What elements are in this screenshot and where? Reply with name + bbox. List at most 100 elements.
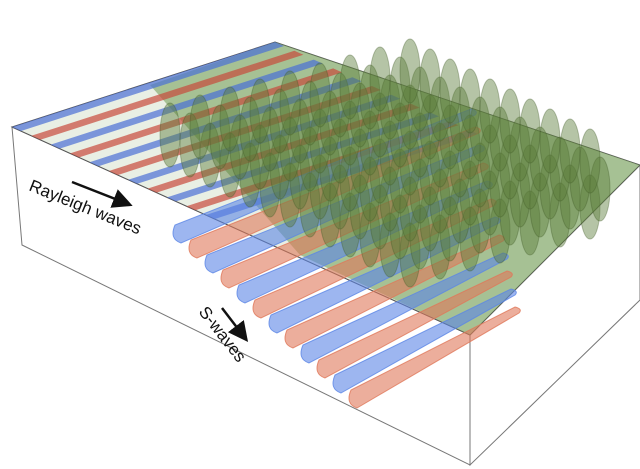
- tree: [519, 190, 541, 256]
- tree: [389, 194, 411, 260]
- s-wave-blob: [332, 288, 517, 394]
- tree: [529, 172, 551, 238]
- tree: [459, 114, 481, 180]
- tree: [509, 116, 531, 182]
- tree: [509, 162, 531, 228]
- tree: [449, 86, 471, 152]
- tree: [589, 156, 611, 222]
- waves: [12, 42, 521, 409]
- tree: [289, 144, 311, 210]
- tree: [259, 152, 281, 218]
- tree: [419, 48, 441, 114]
- tree: [329, 118, 351, 184]
- rayleigh-stripe: [147, 103, 420, 193]
- tree: [359, 202, 381, 268]
- tree: [269, 88, 291, 154]
- tree: [519, 98, 541, 164]
- tree: [489, 152, 511, 218]
- tree: [479, 124, 501, 190]
- tree: [439, 58, 461, 124]
- tree: [499, 88, 521, 154]
- tree: [499, 180, 521, 246]
- trees: [159, 38, 611, 288]
- tree: [409, 66, 431, 132]
- rayleigh-stripe: [12, 42, 284, 131]
- tree: [279, 70, 301, 136]
- s-waves-arrow: [221, 307, 249, 342]
- s-wave-blob: [348, 306, 521, 409]
- tree: [199, 122, 221, 188]
- tree: [449, 178, 471, 244]
- rayleigh-stripe: [128, 94, 401, 184]
- tree: [389, 56, 411, 122]
- tree: [339, 192, 361, 258]
- s-wave-blob: [188, 126, 481, 259]
- s-wave-blob: [220, 162, 489, 289]
- tree: [419, 94, 441, 160]
- tree: [279, 162, 301, 228]
- tree: [379, 212, 401, 278]
- tree: [339, 146, 361, 212]
- tree: [299, 126, 321, 192]
- s-wave-blob: [252, 198, 497, 319]
- rayleigh-stripe: [108, 86, 381, 175]
- s-wave-blob: [236, 180, 493, 304]
- tree: [449, 132, 471, 198]
- s-wave-blob: [204, 144, 485, 274]
- tree: [189, 94, 211, 160]
- tree: [369, 184, 391, 250]
- tree: [429, 76, 451, 142]
- tree: [309, 154, 331, 220]
- s-wave-blob: [316, 270, 513, 379]
- tree: [439, 150, 461, 216]
- tree: [179, 112, 201, 178]
- tree: [399, 84, 421, 150]
- tree: [379, 74, 401, 140]
- tree: [369, 138, 391, 204]
- tree: [159, 102, 181, 168]
- rayleigh-stripe: [70, 68, 343, 158]
- tree: [409, 204, 431, 270]
- tree: [249, 124, 271, 190]
- tree: [229, 114, 251, 180]
- rayleigh-stripe: [89, 77, 362, 167]
- tree: [459, 160, 481, 226]
- tree: [409, 158, 431, 224]
- tree: [559, 164, 581, 230]
- tree: [389, 102, 411, 168]
- tree: [419, 186, 441, 252]
- tree: [539, 108, 561, 174]
- tree: [279, 116, 301, 182]
- tree: [469, 188, 491, 254]
- tree: [219, 132, 241, 198]
- tree: [359, 64, 381, 130]
- tree: [329, 164, 351, 230]
- tree: [549, 182, 571, 248]
- tree: [399, 222, 421, 288]
- tree: [289, 98, 311, 164]
- tree: [349, 174, 371, 240]
- tree: [499, 134, 521, 200]
- tree: [349, 128, 371, 194]
- tree: [319, 136, 341, 202]
- tree: [469, 142, 491, 208]
- tree: [579, 128, 601, 194]
- tree: [519, 144, 541, 210]
- tree: [259, 106, 281, 172]
- tree: [349, 82, 371, 148]
- tree: [369, 46, 391, 112]
- rayleigh-stripe: [50, 59, 323, 149]
- tree: [579, 174, 601, 240]
- tree: [419, 140, 441, 206]
- tree: [299, 80, 321, 146]
- tree: [409, 112, 431, 178]
- tree: [469, 96, 491, 162]
- tree: [389, 148, 411, 214]
- tree: [359, 156, 381, 222]
- tree: [239, 142, 261, 208]
- tree: [379, 120, 401, 186]
- s-wave-blob: [268, 216, 501, 334]
- tree: [339, 54, 361, 120]
- tree: [299, 172, 321, 238]
- tree: [529, 126, 551, 192]
